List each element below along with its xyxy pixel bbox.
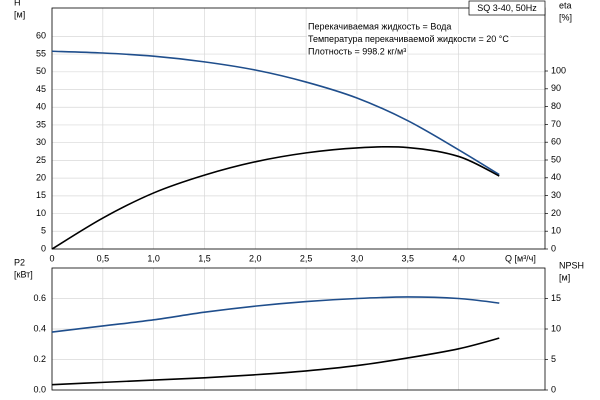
y2-tick-label: 30 — [551, 190, 561, 200]
curve — [51, 337, 500, 386]
y-tick-label: 25 — [36, 155, 46, 165]
annotation-bg — [307, 21, 453, 32]
annotation: Плотность = 998.2 кг/м³ — [308, 46, 406, 56]
y2-axis-label: eta — [559, 0, 572, 10]
x-tick-label: 2,0 — [249, 253, 262, 263]
y2-tick-label: 15 — [551, 293, 561, 303]
chart-title: SQ 3-40, 50Hz — [477, 3, 537, 13]
y2-tick-label: 60 — [551, 137, 561, 147]
annotation-bg — [307, 33, 511, 44]
y-tick-label: 0 — [41, 243, 46, 253]
y-axis-label: [м] — [14, 9, 25, 19]
x-tick-label: 3,0 — [351, 253, 364, 263]
annotation: Температура перекачиваемой жидкости = 20… — [308, 34, 509, 44]
y-tick-label: 20 — [36, 172, 46, 182]
y-tick-label: 0.0 — [33, 384, 46, 394]
y-tick-label: 60 — [36, 31, 46, 41]
y2-tick-label: 50 — [551, 154, 561, 164]
y2-tick-label: 20 — [551, 208, 561, 218]
curve — [51, 145, 500, 250]
y-axis-label: [кВт] — [14, 269, 33, 279]
curve — [51, 50, 500, 176]
annotation: Перекачиваемая жидкость = Вода — [308, 21, 451, 31]
y2-tick-label: 10 — [551, 226, 561, 236]
y2-axis-label: [м] — [559, 272, 570, 282]
y2-tick-label: 40 — [551, 172, 561, 182]
y2-tick-label: 0 — [551, 384, 556, 394]
x-tick-label: 0 — [49, 253, 54, 263]
y-axis-label: P2 — [14, 257, 25, 267]
x-tick-label: 1,0 — [147, 253, 160, 263]
x-tick-label: 2,5 — [300, 253, 313, 263]
y-tick-label: 0.2 — [33, 354, 46, 364]
plot-frame — [51, 267, 546, 391]
y2-axis-label: NPSH — [559, 260, 584, 270]
y-tick-label: 35 — [36, 119, 46, 129]
y-tick-label: 50 — [36, 66, 46, 76]
y2-tick-label: 0 — [551, 243, 556, 253]
plot-frame — [51, 7, 546, 250]
y2-tick-label: 80 — [551, 101, 561, 111]
y2-axis-label: [%] — [559, 12, 572, 22]
y2-tick-label: 5 — [551, 354, 556, 364]
y2-tick-label: 10 — [551, 323, 561, 333]
x-tick-label: 1,5 — [198, 253, 211, 263]
y-tick-label: 10 — [36, 208, 46, 218]
y-tick-label: 30 — [36, 137, 46, 147]
annotation-bg — [307, 46, 408, 57]
y-tick-label: 40 — [36, 102, 46, 112]
x-axis-label: Q [м³/ч] — [505, 253, 536, 263]
y-tick-label: 55 — [36, 48, 46, 58]
y-tick-label: 45 — [36, 84, 46, 94]
y2-tick-label: 70 — [551, 119, 561, 129]
y2-tick-label: 100 — [551, 65, 566, 75]
title-box — [468, 0, 546, 16]
x-tick-label: 4,0 — [452, 253, 465, 263]
curve — [51, 296, 500, 333]
y-tick-label: 0.6 — [33, 293, 46, 303]
x-tick-label: 0,5 — [97, 253, 110, 263]
x-tick-label: 3,5 — [402, 253, 415, 263]
y-tick-label: 0.4 — [33, 323, 46, 333]
y-tick-label: 15 — [36, 190, 46, 200]
y-axis-label: H — [14, 0, 21, 7]
y2-tick-label: 90 — [551, 83, 561, 93]
y-tick-label: 5 — [41, 226, 46, 236]
